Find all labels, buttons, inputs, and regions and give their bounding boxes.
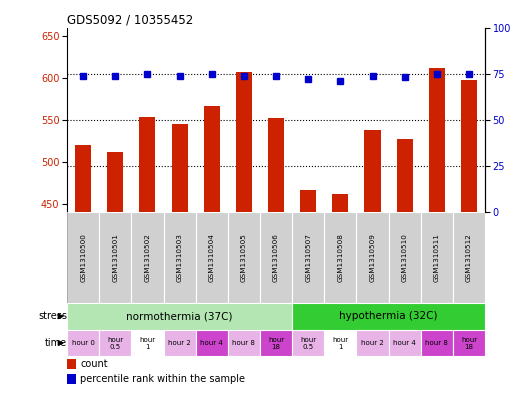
Bar [461,80,477,213]
Text: GSM1310508: GSM1310508 [337,233,343,282]
Text: GSM1310510: GSM1310510 [401,233,408,282]
Bar [67,213,99,303]
Bar [164,330,196,356]
Bar [260,330,292,356]
Text: GDS5092 / 10355452: GDS5092 / 10355452 [67,13,194,26]
Text: hour 8: hour 8 [425,340,448,346]
Text: hour 0: hour 0 [72,340,94,346]
Text: normothermia (37C): normothermia (37C) [126,311,233,321]
Text: hour
0.5: hour 0.5 [300,336,316,349]
Bar [421,213,453,303]
Bar [324,330,357,356]
Text: time: time [45,338,67,348]
Bar [364,130,380,213]
Bar [453,330,485,356]
Bar [332,194,348,213]
Bar [389,213,421,303]
Text: GSM1310500: GSM1310500 [80,233,86,282]
Text: GSM1310504: GSM1310504 [209,233,215,282]
Bar [292,213,324,303]
Text: hour 2: hour 2 [361,340,384,346]
Bar [268,118,284,213]
Bar [99,330,132,356]
Bar [260,213,292,303]
Text: hour
1: hour 1 [332,336,348,349]
Bar [139,117,155,213]
Text: GSM1310509: GSM1310509 [369,233,376,282]
Bar [453,213,485,303]
Bar [421,330,453,356]
Bar [300,190,316,213]
Text: hour 8: hour 8 [233,340,255,346]
Text: hypothermia (32C): hypothermia (32C) [340,311,438,321]
Text: hour
18: hour 18 [461,336,477,349]
Text: GSM1310506: GSM1310506 [273,233,279,282]
Text: stress: stress [38,311,67,321]
Text: GSM1310511: GSM1310511 [434,233,440,282]
Bar [292,303,485,330]
Bar [429,68,445,213]
Text: GSM1310505: GSM1310505 [241,233,247,282]
Bar [236,72,252,213]
Bar [67,359,76,369]
Text: GSM1310507: GSM1310507 [305,233,311,282]
Text: hour
0.5: hour 0.5 [107,336,123,349]
Text: hour
1: hour 1 [139,336,155,349]
Bar [67,303,292,330]
Text: GSM1310501: GSM1310501 [112,233,118,282]
Bar [164,213,196,303]
Bar [99,213,132,303]
Bar [196,213,228,303]
Bar [196,330,228,356]
Text: count: count [80,360,108,369]
Bar [132,213,164,303]
Bar [389,330,421,356]
Bar [204,106,220,213]
Bar [132,330,164,356]
Text: hour 2: hour 2 [168,340,191,346]
Bar [397,140,413,213]
Text: percentile rank within the sample: percentile rank within the sample [80,374,246,384]
Bar [228,330,260,356]
Bar [67,374,76,384]
Bar [75,145,91,213]
Text: hour 4: hour 4 [393,340,416,346]
Bar [292,330,324,356]
Text: GSM1310503: GSM1310503 [176,233,183,282]
Bar [357,330,389,356]
Bar [324,213,357,303]
Text: GSM1310512: GSM1310512 [466,233,472,282]
Bar [107,152,123,213]
Text: GSM1310502: GSM1310502 [144,233,151,282]
Bar [357,213,389,303]
Text: hour
18: hour 18 [268,336,284,349]
Bar [228,213,260,303]
Bar [171,124,188,213]
Text: hour 4: hour 4 [200,340,223,346]
Bar [67,330,99,356]
